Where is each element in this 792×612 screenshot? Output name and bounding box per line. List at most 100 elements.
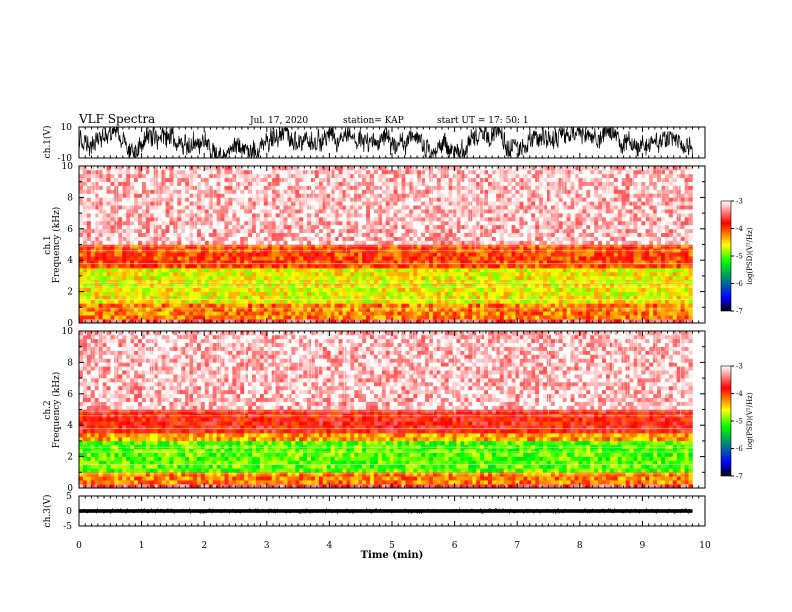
spectrogram-cell [291, 224, 296, 230]
spectrogram-cell [248, 260, 253, 265]
spectrogram-cell [161, 166, 166, 171]
spectrogram-cell [291, 205, 296, 210]
spectrogram-cell [452, 291, 457, 296]
spectrogram-cell [90, 217, 96, 222]
spectrogram-cell [381, 315, 387, 320]
spectrogram-cell [484, 220, 489, 226]
spectrogram-cell [314, 283, 320, 288]
spectrogram-cell [495, 193, 501, 198]
spectrogram-cell [350, 228, 355, 234]
spectrogram-cell [409, 287, 414, 292]
spectrogram-cell [110, 185, 115, 190]
spectrogram-cell [334, 232, 339, 237]
spectrogram-cell [102, 205, 107, 210]
spectrogram-cell [149, 181, 155, 186]
spectrogram-cell [373, 232, 379, 237]
spectrogram-cell [354, 307, 359, 312]
spectrogram-cell [456, 201, 461, 206]
spectrogram-cell [377, 303, 383, 308]
spectrogram-cell [409, 173, 414, 179]
spectrogram-cell [322, 319, 328, 323]
spectrogram-cell [417, 193, 422, 198]
spectrogram-cell [405, 228, 410, 234]
spectrogram-cell [389, 228, 394, 234]
spectrogram-cell [157, 189, 162, 194]
spectrogram-cell [114, 275, 119, 281]
spectrogram-cell [118, 271, 123, 277]
spectrogram-cell [157, 303, 162, 308]
spectrogram-cell [255, 240, 261, 245]
spectrogram-cell [543, 228, 548, 234]
spectrogram-cell [535, 275, 540, 281]
spectrogram-cell [334, 209, 339, 214]
spectrogram-cell [413, 177, 418, 182]
spectrogram-cell [173, 303, 178, 308]
spectrogram-cell [267, 193, 272, 198]
spectrogram-cell [429, 275, 434, 281]
spectrogram-cell [350, 260, 355, 265]
spectrogram-cell [373, 307, 379, 312]
spectrogram-cell [161, 232, 166, 237]
spectrogram-cell [511, 315, 516, 320]
spectrogram-cell [161, 224, 166, 230]
spectrogram-cell [397, 295, 402, 300]
spectrogram-cell [228, 311, 233, 316]
spectrogram-cell [550, 275, 556, 281]
spectrogram-cell [212, 224, 217, 230]
spectrogram-cell [153, 311, 158, 316]
spectrogram-cell [98, 295, 103, 300]
spectrogram-cell [295, 197, 300, 202]
spectrogram-cell [484, 252, 489, 257]
spectrogram-cell [507, 217, 512, 222]
spectrogram-cell [137, 295, 143, 300]
spectrogram-cell [436, 213, 442, 218]
spectrogram-cell [275, 189, 280, 194]
spectrogram-cell [98, 205, 103, 210]
spectrogram-cell [484, 217, 489, 222]
spectrogram-cell [456, 232, 461, 237]
spectrogram-cell [381, 220, 387, 226]
spectrogram-cell [311, 236, 316, 241]
spectrogram-cell [436, 173, 442, 179]
spectrogram-cell [232, 232, 237, 237]
spectrogram-cell [401, 224, 406, 230]
spectrogram-cell [558, 311, 563, 316]
spectrogram-cell [484, 264, 489, 269]
spectrogram-cell [405, 197, 410, 202]
spectrogram-cell [275, 209, 280, 214]
spectrogram-cell [90, 169, 96, 175]
spectrogram-cell [421, 177, 426, 182]
spectrogram-cell [126, 256, 131, 261]
spectrogram-cell [161, 213, 166, 218]
spectrogram-cell [464, 260, 469, 265]
spectrogram-cell [531, 220, 536, 226]
spectrogram-cell [362, 256, 367, 261]
spectrogram-cell [543, 299, 548, 304]
spectrogram-cell [519, 240, 524, 245]
spectrogram-cell [98, 201, 103, 206]
spectrogram-cell [539, 232, 544, 237]
spectrogram-cell [118, 283, 123, 288]
spectrogram-cell [228, 169, 233, 175]
spectrogram-cell [507, 252, 512, 257]
spectrogram-cell [161, 264, 166, 269]
spectrogram-cell [484, 268, 489, 273]
spectrogram-cell [185, 189, 190, 194]
spectrogram-cell [535, 244, 540, 249]
spectrogram-cell [405, 275, 410, 281]
spectrogram-cell [82, 260, 88, 265]
spectrogram-cell [169, 236, 174, 241]
spectrogram-cell [263, 173, 269, 179]
spectrogram-cell [98, 185, 103, 190]
spectrogram-cell [503, 209, 508, 214]
spectrogram-cell [495, 224, 501, 230]
spectrogram-cell [503, 169, 508, 175]
spectrogram-cell [346, 311, 351, 316]
spectrogram-cell [244, 283, 249, 288]
spectrogram-cell [259, 307, 265, 312]
spectrogram-cell [515, 177, 520, 182]
spectrogram-cell [511, 173, 516, 179]
spectrogram-cell [307, 268, 312, 273]
spectrogram-cell [546, 173, 552, 179]
spectrogram-cell [495, 228, 501, 234]
